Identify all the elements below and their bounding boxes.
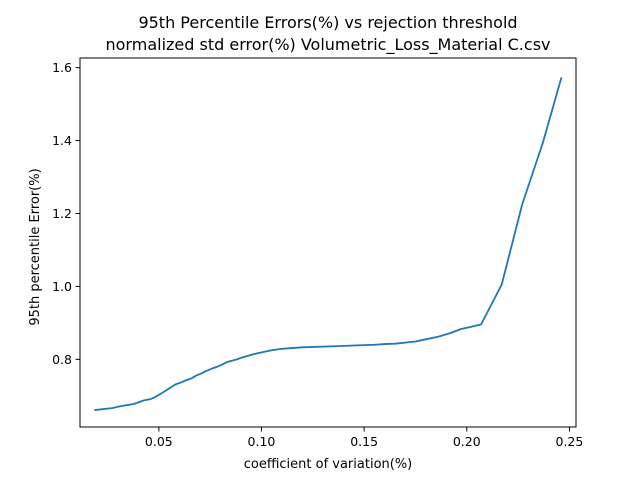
chart-title-line-2: normalized std error(%) Volumetric_Loss_… [106, 35, 551, 55]
y-tick-label-3: 1.4 [52, 133, 72, 148]
chart-title-line-1: 95th Percentile Errors(%) vs rejection t… [138, 13, 517, 32]
plot-area: 0.05 0.10 0.15 0.20 0.25 0.8 1.0 1.2 1.4 1.6 [52, 57, 584, 449]
x-tick-label-0: 0.05 [145, 434, 173, 449]
y-tick-label-1: 1.0 [52, 279, 72, 294]
y-tick-label-4: 1.6 [52, 60, 72, 75]
y-tick-label-0: 0.8 [52, 352, 72, 367]
x-tick-label-4: 0.25 [556, 434, 584, 449]
x-tick-label-1: 0.10 [248, 434, 276, 449]
axes-frame [79, 57, 577, 428]
x-axis-label: coefficient of variation(%) [244, 457, 413, 472]
x-tick-label-2: 0.15 [350, 434, 378, 449]
x-tick-label-3: 0.20 [453, 434, 481, 449]
y-axis-label: 95th percentile Error(%) [28, 168, 43, 325]
y-tick-label-2: 1.2 [52, 206, 72, 221]
series-line-0 [94, 77, 563, 412]
